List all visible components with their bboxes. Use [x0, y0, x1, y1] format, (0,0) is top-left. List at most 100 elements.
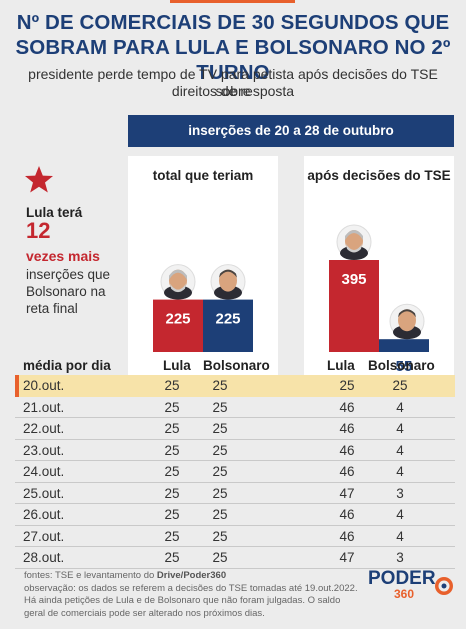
bar-value-label: 395 — [341, 271, 366, 288]
table-row: 22.out. 25 25 46 4 — [15, 418, 455, 440]
table-row: 25.out. 25 25 47 3 — [15, 483, 455, 504]
row-date: 26.out. — [23, 507, 65, 522]
row-bolsonaro-total: 25 — [212, 550, 228, 565]
row-bolsonaro-apos: 4 — [396, 464, 404, 479]
callout-body: inserções que Bolsonaro na reta final — [26, 266, 131, 317]
media-por-dia-label: média por dia — [23, 358, 111, 373]
row-date: 25.out. — [23, 485, 65, 501]
row-bolsonaro-apos: 4 — [396, 507, 404, 522]
callout-line-1: Lula terá — [26, 205, 83, 220]
row-date: 24.out. — [23, 464, 65, 479]
row-date: 21.out. — [23, 399, 65, 415]
lula-portrait-icon — [336, 224, 372, 260]
row-divider — [15, 524, 455, 526]
footer-sources-prefix: fontes: TSE e levantamento do — [24, 570, 157, 581]
bar-chart-total: 225 225 — [153, 264, 253, 352]
row-divider — [15, 546, 455, 547]
row-date: 23.out. — [23, 442, 65, 458]
label-bolsonaro-2: Bolsonaro — [368, 358, 435, 373]
bar-value-label: 225 — [165, 311, 190, 328]
table-row: 27.out. 25 25 46 4 — [15, 526, 455, 547]
row-lula-apos: 46 — [339, 399, 355, 415]
row-divider — [15, 417, 455, 418]
row-lula-total: 25 — [164, 464, 180, 479]
row-lula-total: 25 — [164, 507, 180, 522]
logo-mark-icon — [435, 577, 453, 595]
bolsonaro-portrait-icon — [389, 303, 425, 340]
row-bolsonaro-total: 25 — [212, 399, 228, 415]
poder360-logo: PODER 360 — [368, 568, 453, 600]
row-lula-apos: 46 — [339, 421, 355, 436]
callout-line-4: Bolsonaro na — [26, 284, 106, 299]
row-bolsonaro-apos: 4 — [396, 442, 404, 458]
bar-chart-apos: 395 55 — [329, 224, 429, 375]
row-bolsonaro-apos: 3 — [396, 550, 404, 565]
panel-apos: após decisões do TSE 395 55 — [304, 156, 454, 376]
callout-line-3: inserções que — [26, 267, 111, 282]
row-bolsonaro-total: 25 — [212, 528, 228, 544]
row-bolsonaro-total: 25 — [212, 464, 228, 479]
panel-total: total que teriam 225 225 — [128, 156, 278, 376]
callout-line-5: reta final — [26, 301, 78, 316]
row-divider — [15, 567, 455, 569]
row-divider — [15, 460, 455, 461]
label-lula-2: Lula — [327, 358, 355, 373]
callout-line-2: vezes mais — [26, 248, 100, 264]
table-row: 26.out. 25 25 46 4 — [15, 504, 455, 526]
table-row: 21.out. 25 25 46 4 — [15, 397, 455, 418]
row-lula-total: 25 — [164, 485, 180, 501]
bar-value-label: 225 — [215, 311, 240, 328]
row-bolsonaro-total: 25 — [212, 378, 228, 393]
period-bar: inserções de 20 a 28 de outubro — [128, 115, 454, 147]
subtitle-line-1: presidente perde tempo de TV para petist… — [28, 66, 438, 99]
footer-note-2: Há ainda petições de Lula e de Bolsonaro… — [24, 595, 341, 606]
row-lula-total: 25 — [164, 378, 180, 393]
footer-note-3: geral de comerciais pode ser alterado no… — [24, 607, 265, 619]
panel-title-apos: após decisões do TSE — [307, 168, 451, 183]
callout-number: 12 — [26, 218, 51, 243]
row-lula-total: 25 — [164, 421, 180, 436]
logo-word: PODER — [368, 568, 436, 589]
row-date: 27.out. — [23, 528, 65, 544]
row-lula-apos: 46 — [339, 464, 355, 479]
footer-note-1: observação: os dados se referem a decisõ… — [24, 582, 358, 594]
row-lula-total: 25 — [164, 550, 180, 565]
lula-portrait-icon — [160, 264, 196, 300]
table-row: 20.out. 25 25 25 25 — [15, 375, 455, 397]
bar-lula — [329, 260, 379, 352]
row-lula-total: 25 — [164, 528, 180, 544]
logo-number: 360 — [394, 587, 414, 600]
bolsonaro-portrait-icon — [210, 264, 246, 300]
row-bolsonaro-total: 25 — [212, 421, 228, 436]
bar-bolsonaro — [379, 339, 429, 352]
row-lula-apos: 46 — [339, 528, 355, 544]
row-lula-apos: 46 — [339, 442, 355, 458]
subtitle-line-2: direitos de resposta — [171, 83, 295, 99]
row-lula-apos: 25 — [339, 378, 355, 393]
label-lula-1: Lula — [163, 358, 191, 373]
bar-bolsonaro — [203, 299, 253, 352]
bar-lula — [153, 299, 203, 352]
row-divider — [15, 503, 455, 504]
row-lula-total: 25 — [164, 442, 180, 458]
row-divider — [15, 438, 455, 440]
bar-value-label: 55 — [396, 358, 413, 375]
row-bolsonaro-apos: 3 — [396, 485, 404, 501]
row-bolsonaro-apos: 4 — [396, 421, 404, 436]
title-line-1: Nº DE COMERCIAIS DE 30 SEGUNDOS QUE — [16, 11, 450, 34]
top-accent-bar — [170, 0, 295, 3]
row-bolsonaro-apos: 4 — [396, 528, 404, 544]
table-row: 28.out. 25 25 47 3 — [15, 547, 455, 569]
row-highlight-marker — [15, 375, 19, 397]
row-lula-apos: 47 — [339, 485, 355, 501]
row-divider — [15, 481, 455, 483]
footer-sources-bold: Drive/Poder360 — [156, 570, 227, 581]
row-lula-total: 25 — [164, 399, 180, 415]
row-bolsonaro-apos: 25 — [392, 378, 408, 393]
footer-notes: fontes: TSE e levantamento do Drive/Pode… — [24, 570, 359, 620]
star-icon — [25, 166, 53, 193]
table-row: 23.out. 25 25 46 4 — [15, 440, 455, 461]
row-bolsonaro-total: 25 — [212, 507, 228, 522]
row-lula-apos: 46 — [339, 507, 355, 522]
